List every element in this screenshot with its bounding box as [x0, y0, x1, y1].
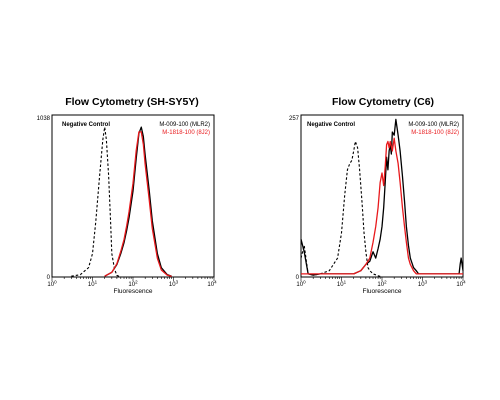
series-line-m-009-100-mlr2: [300, 118, 464, 276]
x-tick-label: 101: [337, 280, 347, 289]
legend-mlr2: M-009-100 (MLR2): [408, 122, 459, 128]
x-tick-label: 101: [88, 280, 98, 289]
x-tick-label: 104: [456, 280, 466, 289]
x-tick-label: 103: [169, 280, 179, 289]
chart-title: Flow Cytometry (SH-SY5Y): [65, 96, 199, 108]
y-max-label: 1038: [37, 116, 51, 122]
plot-frame: [300, 114, 464, 278]
x-tick-marks: [300, 277, 464, 281]
series-line-m-1818-100-8j2: [301, 137, 463, 275]
legend-negative-control: Negative Control: [62, 122, 110, 128]
x-tick-label: 102: [128, 280, 138, 289]
series-layer: [71, 126, 172, 278]
y-max-label: 257: [289, 116, 300, 122]
series-layer: [300, 118, 464, 278]
series-line-m-1818-100-8j2: [104, 131, 172, 278]
x-tick-label: 102: [377, 280, 387, 289]
x-axis-label: Fluorescence: [362, 288, 401, 295]
plot-frame: [51, 114, 215, 278]
x-tick-label: 100: [47, 280, 57, 289]
x-tick-label: 100: [296, 280, 306, 289]
x-tick-marks: [51, 277, 215, 281]
series-line-negative-control: [71, 126, 122, 278]
chart-c6: Flow Cytometry (C6) 257 0 100 101 102 10…: [289, 96, 466, 295]
legend-8j2: M-1818-100 (8J2): [162, 130, 210, 136]
chart-title: Flow Cytometry (C6): [332, 96, 434, 108]
chart-sh-sy5y: Flow Cytometry (SH-SY5Y) 1038 0 100 101 …: [37, 96, 217, 295]
x-tick-label: 104: [207, 280, 217, 289]
legend-mlr2: M-009-100 (MLR2): [159, 122, 210, 128]
y-min-label: 0: [296, 275, 300, 281]
y-min-label: 0: [47, 275, 51, 281]
series-line-negative-control: [300, 140, 383, 278]
x-axis-label: Fluorescence: [113, 288, 152, 295]
legend-8j2: M-1818-100 (8J2): [411, 130, 459, 136]
x-tick-label: 103: [418, 280, 428, 289]
series-line-m-009-100-mlr2: [104, 126, 172, 277]
legend-negative-control: Negative Control: [307, 122, 355, 128]
